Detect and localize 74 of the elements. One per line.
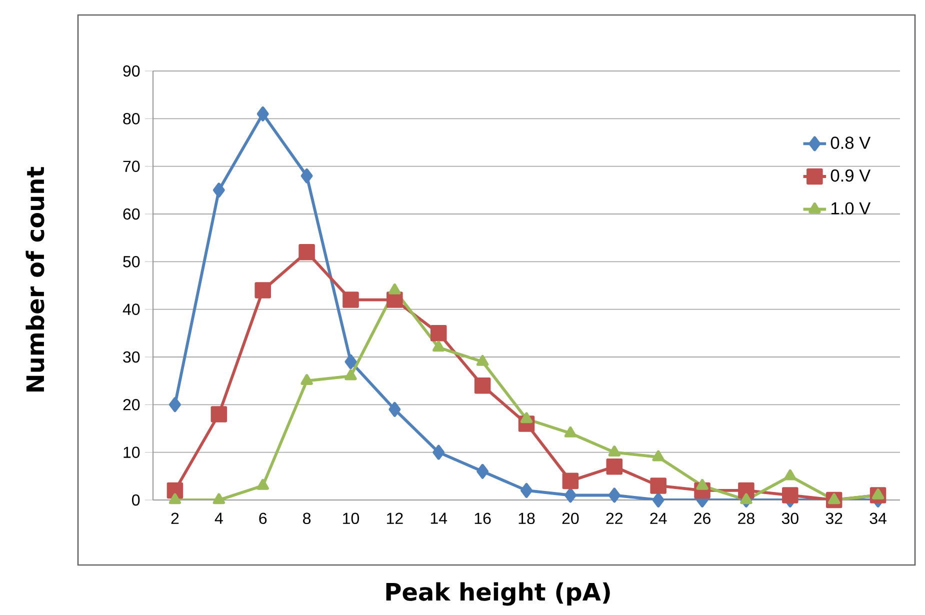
point [388,402,401,417]
x-tick-label: 8 [303,512,311,524]
point [256,478,269,490]
point [432,340,445,352]
point [608,488,620,503]
y-tick-label: 40 [122,304,140,315]
point [386,292,403,308]
point [476,464,489,479]
point [740,493,752,504]
x-tick-label: 24 [650,512,667,524]
point [168,493,182,504]
point [256,106,269,122]
point [344,354,357,370]
point [166,482,184,499]
point [430,325,447,342]
point [344,369,357,380]
x-tick-label: 32 [826,512,842,524]
point [606,458,623,475]
point [254,282,271,298]
x-tick-label: 26 [694,512,710,524]
x-axis-title: Peak height (pA) [386,582,610,606]
x-tick-label: 10 [343,512,360,524]
point [784,469,796,480]
point [520,483,532,498]
x-tick-label: 28 [738,512,754,524]
x-tick-label: 22 [606,512,622,524]
point [564,488,576,503]
point [169,397,181,412]
x-tick-label: 14 [430,512,448,524]
point [300,168,313,184]
point [474,377,491,394]
point [828,493,840,504]
x-tick-label: 20 [562,512,579,524]
point [738,482,754,499]
point [520,412,533,424]
y-tick-label: 20 [123,399,140,410]
point [342,292,359,308]
y-tick-label: 80 [123,113,140,124]
point [300,374,313,385]
point [564,426,577,438]
point [696,478,708,490]
point [212,182,225,198]
x-tick-label: 16 [474,512,491,524]
point [782,487,798,504]
point [562,472,579,490]
point [210,406,228,422]
legend-label: 0.9 V [830,169,871,182]
point [608,446,620,456]
point [212,493,226,504]
point [476,354,489,366]
point [652,450,664,462]
point [388,283,401,294]
y-axis-title: Number of count [26,166,44,392]
y-tick-label: 0 [132,494,140,506]
y-tick-label: 90 [123,65,140,77]
x-tick-label: 2 [171,512,179,524]
x-tick-label: 18 [518,512,535,524]
legend-label: 0.8 V [830,136,871,149]
x-tick-label: 30 [782,512,798,524]
point [298,244,315,260]
y-tick-label: 60 [123,208,140,220]
x-tick-label: 4 [214,512,223,524]
y-tick-label: 10 [124,446,140,458]
x-tick-label: 12 [386,512,403,524]
point [650,478,666,494]
point [652,492,664,508]
y-tick-label: 50 [123,256,140,268]
legend-label: 1.0 V [832,202,871,214]
point [432,444,445,460]
point [872,488,884,500]
x-tick-label: 6 [259,512,267,524]
y-tick-label: 30 [123,351,140,363]
y-tick-label: 70 [123,160,140,172]
x-tick-label: 34 [870,512,886,524]
